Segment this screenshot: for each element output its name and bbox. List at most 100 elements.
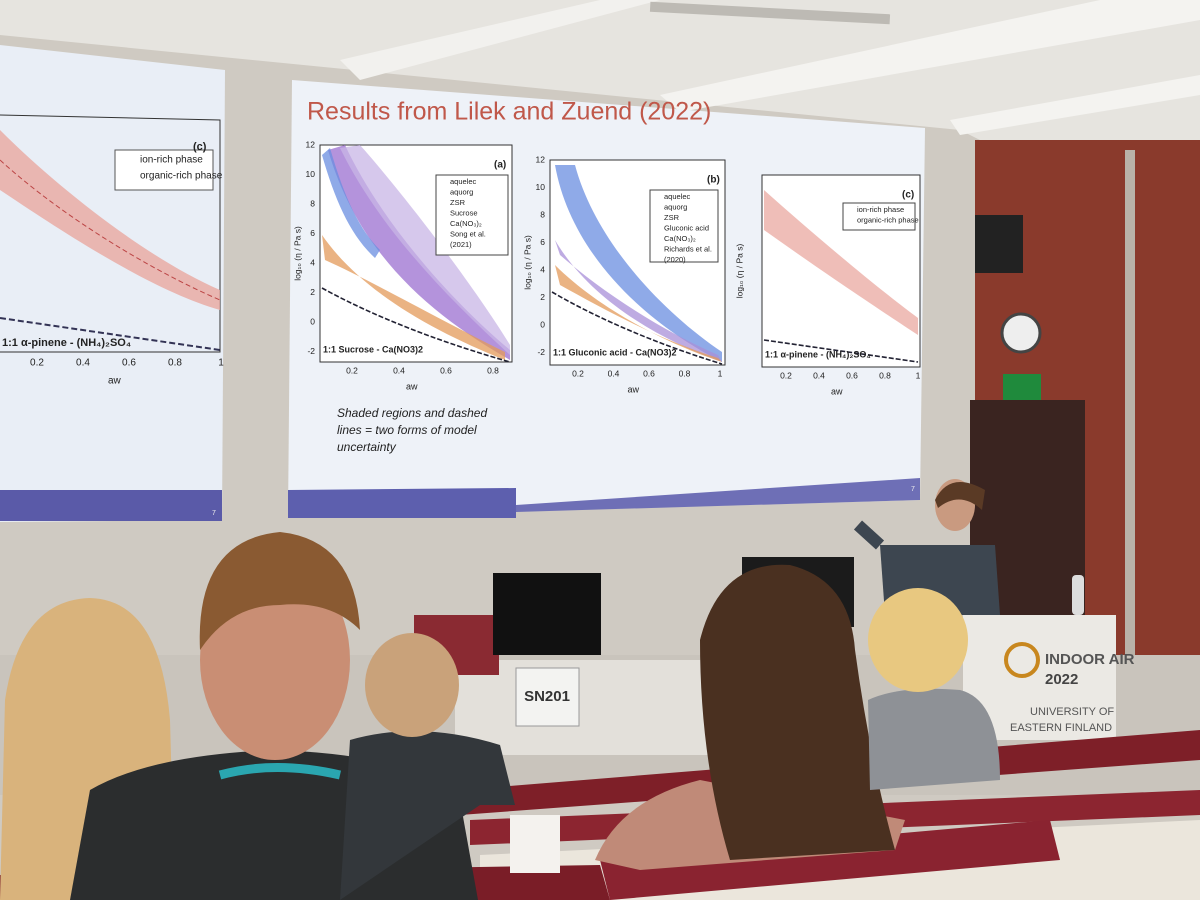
logo	[1004, 642, 1040, 678]
podium-text: UNIVERSITY OF	[1030, 706, 1114, 718]
y-axis-label: log₁₀ (η / Pa s)	[522, 235, 532, 290]
pillar	[1125, 150, 1135, 730]
x-tick-label: 0.4	[813, 370, 825, 380]
audience-body	[340, 731, 515, 900]
y-tick-label: -2	[307, 346, 315, 356]
slide-note: Shaded regions and dashed	[337, 406, 487, 420]
y-tick-label: 6	[540, 237, 545, 247]
slide-footer-bar	[516, 478, 920, 512]
audience-head	[365, 633, 459, 737]
model-band	[0, 130, 220, 310]
x-tick-label: 0.2	[346, 365, 358, 375]
legend-entry: ion-rich phase	[140, 155, 203, 166]
y-tick-label: 4	[310, 257, 315, 267]
y-tick-label: 0	[540, 319, 545, 329]
ceiling-beam	[660, 0, 1200, 112]
room-sign-text: SN201	[524, 688, 570, 705]
y-axis-label: log₁₀ (η / Pa s)	[734, 244, 744, 299]
monitor	[493, 573, 601, 655]
ceiling-light	[649, 1, 891, 25]
x-tick-label: 0.6	[440, 365, 452, 375]
model-line	[0, 159, 221, 301]
legend-entry: Ca(NO₃)₂	[664, 234, 696, 243]
x-tick-label: 0.4	[393, 365, 405, 375]
page-number: 7	[212, 510, 216, 517]
y-tick-label: 10	[536, 182, 546, 192]
slide-footer-bar	[288, 488, 516, 518]
legend-entry: (2020)	[664, 255, 686, 264]
legend-entry: Song et al.	[450, 229, 486, 238]
lanyard	[218, 763, 342, 780]
plot-frame	[0, 114, 221, 353]
x-tick-label: 0.8	[879, 370, 891, 380]
panel-label: (c)	[902, 190, 914, 201]
x-tick-label: 0.2	[780, 370, 792, 380]
legend-entry: organic-rich phase	[857, 215, 919, 224]
model-line	[551, 291, 723, 365]
exit-sign	[1003, 374, 1041, 400]
panel-label: (a)	[494, 160, 506, 171]
slide-footer-bar	[0, 490, 222, 521]
panel-label: (c)	[193, 141, 207, 153]
model-line	[321, 287, 511, 363]
model-band	[322, 235, 505, 360]
y-tick-label: 4	[540, 264, 545, 274]
legend-entry: ion-rich phase	[857, 205, 904, 214]
audience-hair	[868, 588, 968, 692]
clock	[1000, 312, 1042, 354]
y-tick-label: 2	[310, 287, 315, 297]
model-line	[0, 317, 221, 351]
legend-entry: Sucrose	[450, 208, 478, 217]
legend-entry: Ca(NO₃)₂	[450, 219, 482, 228]
legend-entry: aquelec	[664, 192, 691, 201]
y-tick-label: 8	[310, 198, 315, 208]
y-axis-label: log₁₀ (η / Pa s)	[292, 226, 302, 281]
y-tick-label: 6	[310, 228, 315, 238]
cup	[510, 815, 560, 873]
legend-entry: organic-rich phase	[140, 171, 223, 182]
slide-title: Results from Lilek and Zuend (2022)	[307, 98, 711, 126]
legend-entry: aquorg	[450, 187, 473, 196]
slide-note: lines = two forms of model	[337, 423, 477, 437]
legend-entry: aquelec	[450, 177, 477, 186]
y-tick-label: 2	[540, 292, 545, 302]
plot-caption: 1:1 Sucrose - Ca(NO3)2	[323, 344, 423, 354]
x-tick-label: 1	[718, 368, 723, 378]
x-tick-label: 0.2	[572, 368, 584, 378]
x-tick-label: 0.2	[30, 358, 44, 369]
y-tick-label: 10	[306, 169, 316, 179]
speaker-arm	[853, 520, 885, 550]
lectern-desk	[455, 660, 720, 755]
audience-hair	[199, 532, 360, 650]
legend-entry: (2021)	[450, 240, 472, 249]
y-tick-label: 12	[536, 154, 546, 164]
podium-text: INDOOR AIR	[1045, 651, 1135, 668]
x-axis-label: aw	[406, 381, 418, 391]
legend-entry: aquorg	[664, 202, 687, 211]
x-tick-label: 0.8	[679, 368, 691, 378]
model-band	[340, 145, 510, 355]
x-axis-label: aw	[628, 384, 640, 394]
room-sign	[515, 667, 580, 727]
x-tick-label: 0.4	[608, 368, 620, 378]
legend-entry: ZSR	[664, 213, 680, 222]
slide-note: uncertainty	[337, 440, 397, 454]
audience-body	[868, 688, 1000, 790]
panel-label: (b)	[707, 175, 720, 186]
legend-box	[842, 202, 916, 231]
legend-entry: Richards et al.	[664, 244, 712, 253]
model-line	[763, 339, 919, 363]
y-tick-label: -2	[537, 347, 545, 357]
x-tick-label: 1	[916, 370, 921, 380]
legend-box	[649, 189, 719, 263]
plot-caption: 1:1 α-pinene - (NH₄)₂SO₄	[765, 349, 871, 359]
y-tick-label: 0	[310, 316, 315, 326]
slide: Results from Lilek and Zuend (2022) aquel…	[292, 98, 920, 493]
ceiling	[0, 0, 1200, 150]
y-tick-label: 12	[306, 139, 316, 149]
speaker-hair	[935, 482, 985, 510]
plot-caption: 1:1 Gluconic acid - Ca(NO3)2	[553, 347, 677, 357]
x-tick-label: 0.6	[846, 370, 858, 380]
x-tick-label: 0.6	[643, 368, 655, 378]
